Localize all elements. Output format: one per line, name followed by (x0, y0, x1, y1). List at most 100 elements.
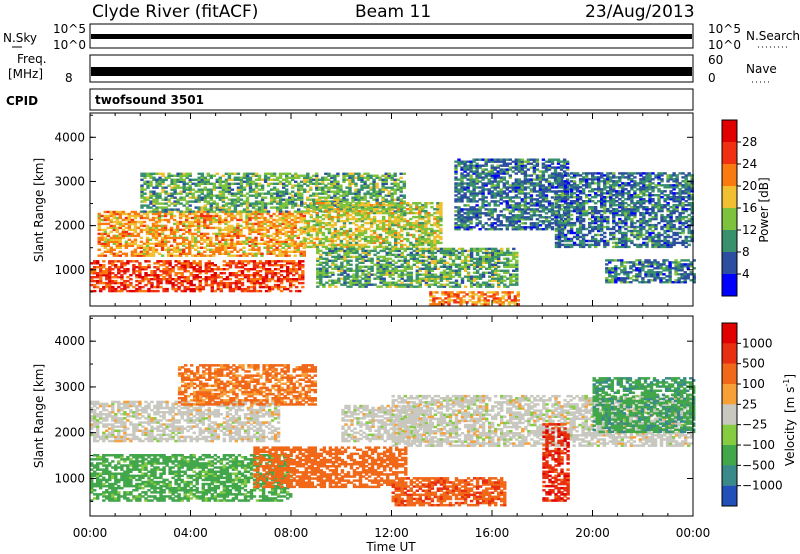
echo-cell (252, 262, 257, 265)
echo-cell (118, 254, 122, 257)
echo-cell (245, 220, 249, 224)
echo-cell (284, 254, 288, 257)
echo-cell (490, 212, 494, 215)
echo-cell (302, 250, 306, 253)
echo-cell (478, 255, 483, 259)
echo-cell (207, 260, 211, 263)
echo-cell (382, 206, 386, 209)
echo-cell (306, 209, 310, 213)
echo-cell (163, 234, 168, 238)
echo-cell (207, 283, 211, 287)
echo-cell (144, 272, 148, 275)
echo-cell (112, 214, 116, 218)
echo-cell (324, 202, 329, 205)
echo-cell (336, 217, 341, 221)
echo-cell (472, 279, 477, 282)
echo-cell (166, 210, 171, 214)
echo-cell (291, 206, 295, 209)
echo-cell (257, 248, 261, 251)
echo-cell (261, 266, 266, 269)
echo-cell (192, 289, 196, 293)
echo-cell (99, 268, 103, 271)
echo-cell (143, 198, 147, 201)
echo-cell (292, 266, 296, 269)
echo-cell (188, 222, 192, 226)
echo-cell (278, 222, 282, 226)
echo-cell (118, 224, 122, 228)
echo-cell (397, 279, 401, 282)
echo-cell (448, 263, 453, 266)
echo-cell (415, 208, 419, 211)
echo-cell (254, 216, 258, 220)
echo-cell (189, 262, 193, 265)
echo-cell (295, 285, 299, 289)
echo-cell (197, 184, 201, 187)
echo-cell (165, 279, 169, 283)
echo-cell (209, 198, 213, 201)
echo-cell (269, 182, 274, 185)
echo-cell (185, 214, 189, 218)
echo-cell (248, 182, 253, 185)
echo-cell (433, 279, 438, 282)
echo-cell (240, 289, 245, 293)
echo-cell (103, 218, 107, 222)
echo-cell (447, 301, 451, 304)
echo-cell (504, 299, 508, 302)
echo-cell (221, 200, 226, 203)
echo-cell (266, 172, 271, 175)
echo-cell (324, 186, 328, 189)
echo-cell (382, 281, 386, 284)
echo-cell (315, 245, 319, 249)
echo-cell (466, 210, 470, 213)
echo-cell (466, 279, 471, 282)
echo-cell (170, 194, 174, 197)
echo-cell (183, 262, 187, 265)
echo-cell (117, 260, 121, 263)
echo-cell (148, 218, 153, 222)
echo-cell (334, 281, 338, 284)
echo-cell (415, 239, 419, 243)
echo-cell (165, 272, 169, 275)
echo-cell (200, 252, 204, 255)
echo-cell (260, 252, 264, 255)
echo-cell (399, 188, 403, 191)
echo-cell (512, 273, 516, 276)
echo-cell (454, 257, 459, 260)
echo-cell (382, 283, 386, 286)
echo-cell (224, 184, 229, 187)
echo-cell (494, 271, 498, 274)
echo-cell (394, 247, 398, 251)
echo-cell (284, 218, 288, 222)
echo-cell (303, 221, 307, 225)
echo-cell (375, 192, 379, 195)
echo-cell (448, 265, 453, 268)
echo-cell (460, 216, 464, 219)
echo-cell (183, 278, 187, 281)
echo-cell (251, 216, 255, 220)
echo-cell (328, 249, 332, 253)
echo-cell (170, 196, 174, 199)
echo-cell (484, 208, 488, 211)
echo-cell (257, 200, 262, 203)
echo-cell (397, 235, 401, 239)
echo-cell (236, 204, 241, 207)
echo-cell (430, 213, 434, 217)
echo-cell (436, 229, 440, 233)
echo-cell (166, 220, 171, 224)
echo-cell (102, 281, 106, 285)
echo-cell (112, 254, 116, 257)
echo-cell (174, 260, 178, 263)
echo-cell (357, 196, 361, 199)
echo-cell (337, 265, 341, 268)
echo-cell (296, 228, 300, 232)
echo-cell (466, 196, 470, 199)
echo-cell (448, 247, 453, 251)
echo-cell (216, 274, 220, 277)
echo-cell (275, 208, 280, 211)
echo-cell (315, 178, 319, 181)
echo-cell (174, 283, 178, 287)
echo-cell (333, 210, 337, 213)
echo-cell (448, 275, 453, 278)
echo-cell (499, 172, 503, 175)
echo-cell (351, 206, 355, 209)
